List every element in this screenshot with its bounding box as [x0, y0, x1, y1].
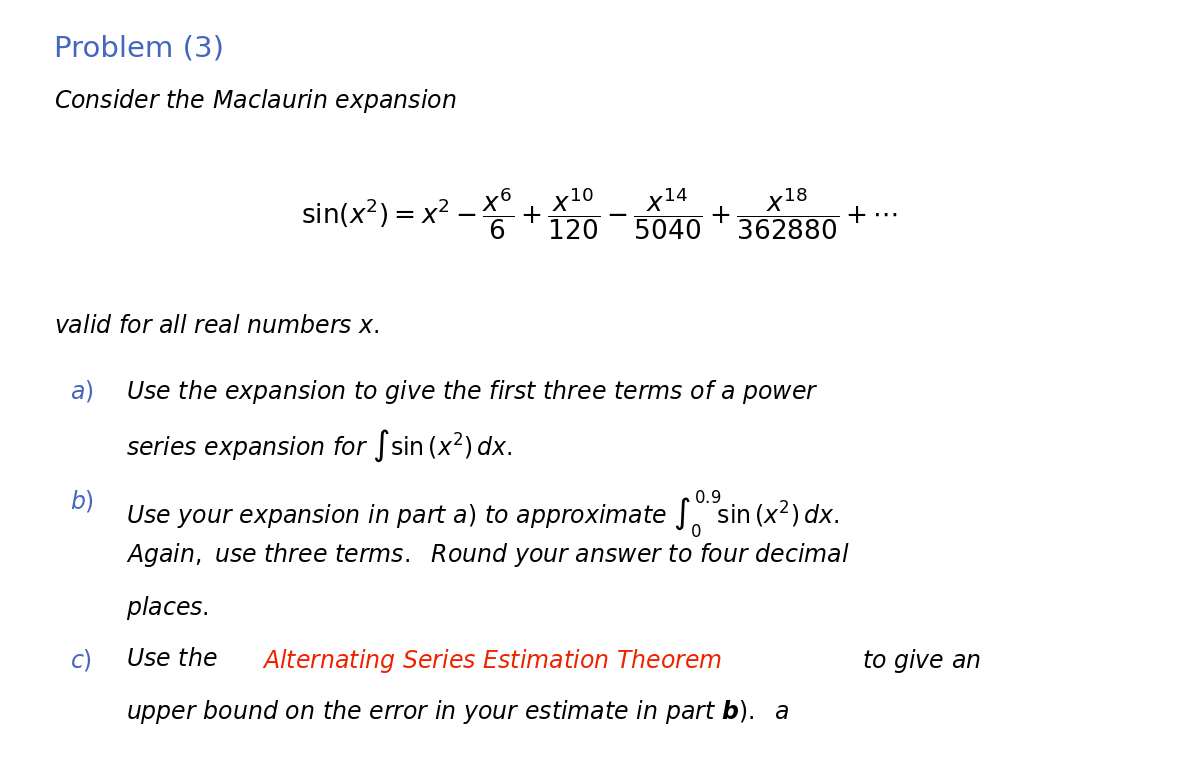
- Text: $\mathit{series\ expansion\ for\ }\int \mathit{\sin}(x^2)\,dx.$: $\mathit{series\ expansion\ for\ }\int \…: [126, 428, 512, 464]
- Text: $\mathit{Consider\ the\ Maclaurin\ expansion}$: $\mathit{Consider\ the\ Maclaurin\ expan…: [54, 87, 457, 115]
- Text: $\sin(x^2) = x^2 - \dfrac{x^6}{6} + \dfrac{x^{10}}{120} - \dfrac{x^{14}}{5040} +: $\sin(x^2) = x^2 - \dfrac{x^6}{6} + \dfr…: [301, 185, 899, 242]
- Text: $\mathit{Alternating\ Series\ Estimation\ Theorem}$: $\mathit{Alternating\ Series\ Estimation…: [262, 647, 722, 675]
- Text: $\mathit{Use\ the\ expansion\ to\ give\ the\ first\ three\ terms\ of\ a\ power}$: $\mathit{Use\ the\ expansion\ to\ give\ …: [126, 378, 818, 407]
- Text: $\mathit{to\ give\ an}$: $\mathit{to\ give\ an}$: [862, 647, 980, 675]
- Text: $\mathit{valid\ for\ all\ real\ numbers\ }x\mathit{.}$: $\mathit{valid\ for\ all\ real\ numbers\…: [54, 314, 379, 338]
- Text: $\mathit{c}$): $\mathit{c}$): [70, 647, 91, 673]
- Text: $\mathit{upper\ bound\ on\ the\ error\ in\ your\ estimate\ in\ part\ }\boldsymbo: $\mathit{upper\ bound\ on\ the\ error\ i…: [126, 698, 790, 726]
- Text: $\mathit{places.}$: $\mathit{places.}$: [126, 594, 209, 622]
- Text: $\mathit{a}$): $\mathit{a}$): [70, 378, 94, 404]
- Text: $\mathit{Use\ your\ expansion\ in\ part\ }a\mathit{)\ to\ approximate\ }\int_0^{: $\mathit{Use\ your\ expansion\ in\ part\…: [126, 488, 839, 540]
- Text: $\mathit{b}$): $\mathit{b}$): [70, 488, 94, 514]
- Text: Problem (3): Problem (3): [54, 34, 224, 62]
- Text: $\mathit{Again,\ use\ three\ terms.\ \ Round\ your\ answer\ to\ four\ decimal}$: $\mathit{Again,\ use\ three\ terms.\ \ R…: [126, 541, 850, 569]
- Text: $\mathit{Use\ the\ }$: $\mathit{Use\ the\ }$: [126, 647, 217, 671]
